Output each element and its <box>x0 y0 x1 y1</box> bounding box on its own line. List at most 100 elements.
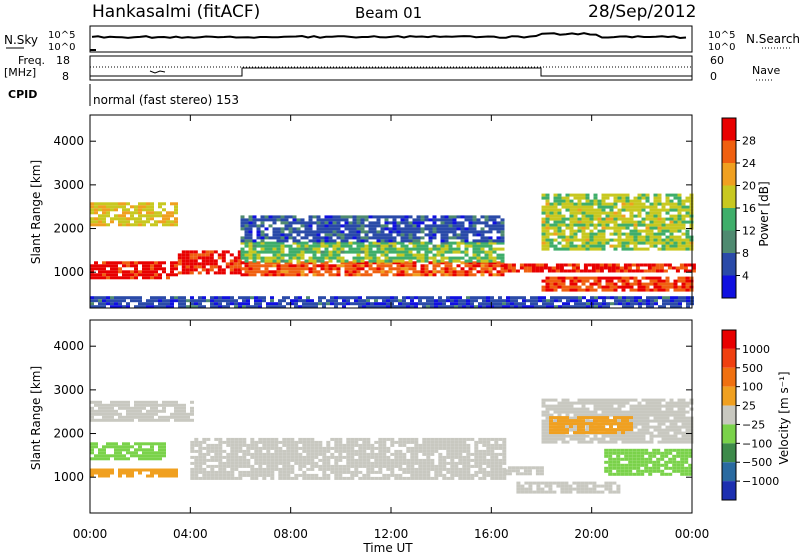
velocity-cell <box>561 419 565 423</box>
velocity-cell <box>130 474 134 478</box>
velocity-cell <box>414 446 419 450</box>
power-cell <box>539 266 544 270</box>
power-cell <box>549 208 554 212</box>
velocity-cell <box>346 476 351 480</box>
power-cell <box>585 211 590 215</box>
power-cell <box>404 236 409 240</box>
power-cell <box>308 221 313 225</box>
velocity-cell <box>565 410 570 414</box>
power-cell <box>550 302 554 306</box>
power-cell <box>340 218 345 222</box>
velocity-cell <box>632 454 637 458</box>
velocity-cell <box>326 440 331 444</box>
power-cell <box>364 218 369 222</box>
velocity-cell <box>398 464 403 468</box>
power-cell <box>685 244 690 248</box>
power-cell <box>622 302 626 306</box>
power-cell <box>280 236 285 240</box>
power-cell <box>248 224 253 228</box>
velocity-cell <box>118 474 122 478</box>
power-cell <box>514 296 518 300</box>
velocity-cell <box>657 431 662 435</box>
power-cell <box>181 250 186 254</box>
power-cell <box>444 261 449 265</box>
velocity-cell <box>318 446 323 450</box>
power-cell <box>550 299 554 303</box>
power-cell <box>400 239 405 243</box>
power-cell <box>569 285 574 289</box>
velocity-cell <box>528 490 533 494</box>
power-cell <box>635 266 640 270</box>
power-cell <box>122 270 126 274</box>
power-cell <box>558 305 562 309</box>
power-cell <box>244 259 249 263</box>
velocity-cell <box>557 428 561 432</box>
velocity-cell <box>561 422 565 426</box>
velocity-cell <box>669 404 674 408</box>
power-cell <box>142 220 146 224</box>
power-cell <box>553 214 558 218</box>
power-cell <box>531 263 536 267</box>
velocity-cell <box>302 476 307 480</box>
power-cell <box>665 223 670 227</box>
power-cell <box>609 214 614 218</box>
velocity-cell <box>498 458 503 462</box>
power-cell <box>272 247 277 251</box>
power-cell <box>288 244 293 248</box>
power-cell <box>535 266 540 270</box>
power-cell <box>146 299 150 303</box>
power-cell <box>649 276 654 280</box>
velocity-cell <box>637 440 642 444</box>
power-cell <box>577 211 582 215</box>
velocity-cell <box>438 458 443 462</box>
power-cell <box>360 259 365 263</box>
velocity-cell <box>637 413 642 417</box>
velocity-cell <box>668 457 673 461</box>
power-cell <box>538 296 542 300</box>
power-cell <box>336 270 341 274</box>
velocity-cell <box>238 443 243 447</box>
velocity-cell <box>604 484 609 488</box>
power-cell <box>194 305 198 309</box>
velocity-cell <box>170 474 174 478</box>
power-cell <box>420 267 425 271</box>
power-cell <box>478 302 482 306</box>
beam-title: Beam 01 <box>355 4 422 22</box>
power-cell <box>681 226 686 230</box>
power-cell <box>134 220 138 224</box>
velocity-cell <box>462 449 467 453</box>
power-cell <box>562 302 566 306</box>
velocity-cell <box>158 403 162 407</box>
velocity-cell <box>414 443 419 447</box>
power-cell <box>382 296 386 300</box>
power-cell <box>420 264 425 268</box>
power-cell <box>633 208 638 212</box>
power-cell <box>142 223 146 227</box>
power-cell <box>414 305 418 309</box>
power-cell <box>364 261 369 265</box>
velocity-cell <box>609 404 614 408</box>
velocity-cell <box>350 455 355 459</box>
velocity-cell <box>262 476 267 480</box>
power-cell <box>646 299 650 303</box>
power-cell <box>681 241 686 245</box>
velocity-cell <box>282 452 287 456</box>
power-cell <box>126 305 130 309</box>
velocity-cell <box>486 461 491 465</box>
velocity-cell <box>402 470 407 474</box>
power-cell <box>420 253 425 257</box>
power-cell <box>424 247 429 251</box>
power-cell <box>201 250 206 254</box>
power-cell <box>181 253 186 257</box>
power-cell <box>174 208 178 212</box>
velocity-cell <box>278 473 283 477</box>
velocity-cell <box>597 425 601 429</box>
velocity-cell <box>609 419 613 423</box>
velocity-cell <box>322 461 327 465</box>
power-cell <box>673 220 678 224</box>
power-cell <box>340 215 345 219</box>
velocity-cell <box>398 452 403 456</box>
power-cell <box>577 238 582 242</box>
velocity-cell <box>286 443 291 447</box>
power-cell <box>138 214 142 218</box>
